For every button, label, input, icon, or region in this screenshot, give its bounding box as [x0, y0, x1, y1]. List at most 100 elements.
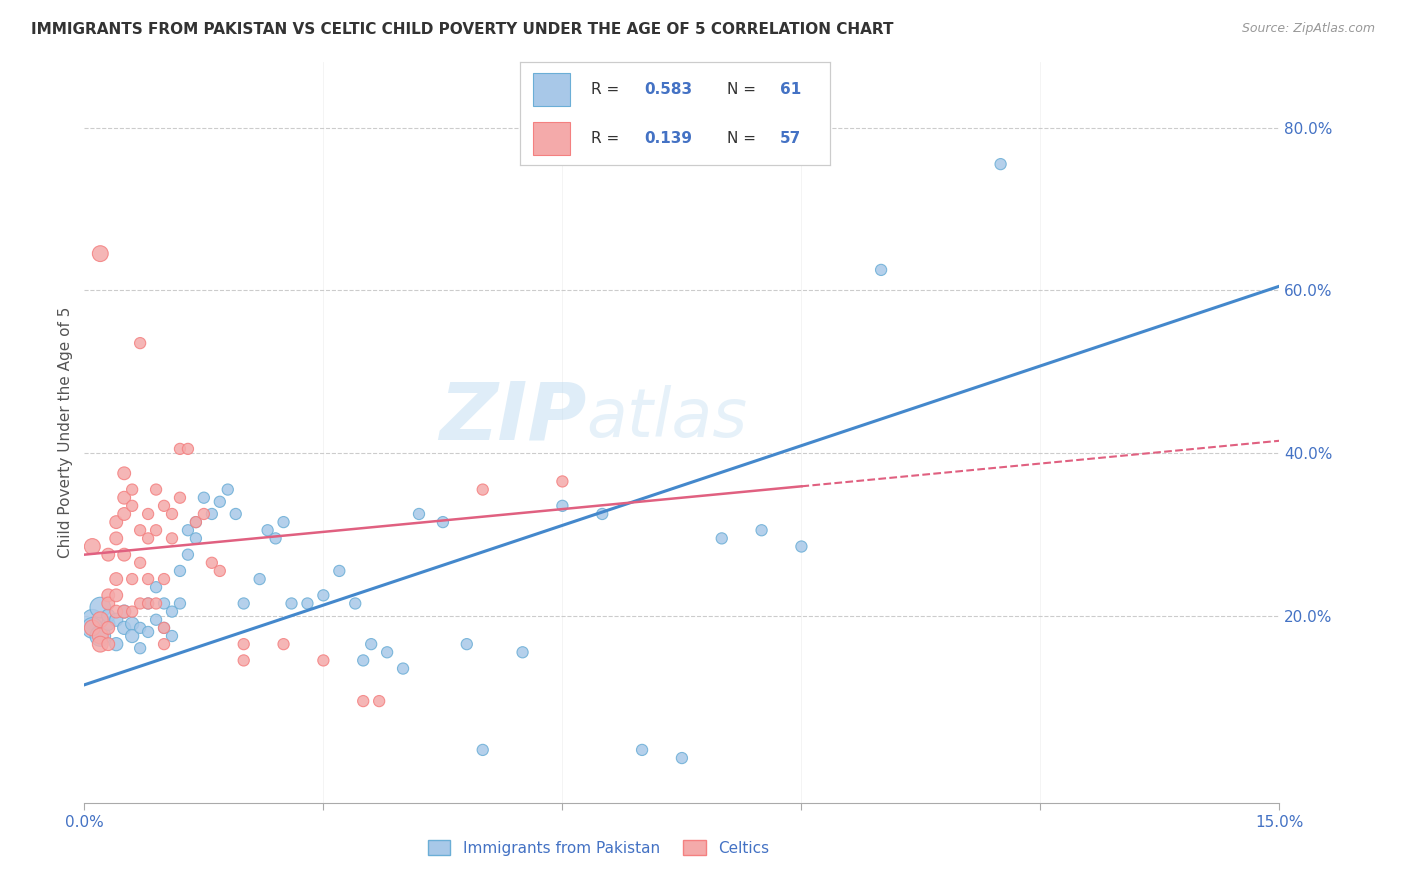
Point [89, 629, 111, 643]
Point [121, 483, 143, 497]
Point [193, 491, 215, 505]
Point [145, 580, 167, 594]
Text: 0.583: 0.583 [644, 81, 692, 96]
Point [136, 507, 159, 521]
Point [121, 605, 143, 619]
Point [97, 597, 120, 611]
Point [631, 743, 654, 757]
Point [105, 572, 128, 586]
Point [456, 637, 478, 651]
Point [112, 491, 135, 505]
Point [89, 246, 111, 260]
Point [184, 515, 207, 529]
Point [121, 616, 143, 631]
Point [112, 605, 135, 619]
Text: 0.139: 0.139 [644, 131, 692, 146]
Point [408, 507, 430, 521]
Text: ZIP: ZIP [439, 379, 586, 457]
Point [112, 621, 135, 635]
Point [97, 588, 120, 602]
Point [184, 532, 207, 546]
Point [105, 532, 128, 546]
Point [201, 556, 224, 570]
Point [89, 613, 111, 627]
Point [551, 499, 574, 513]
Point [112, 507, 135, 521]
Point [97, 608, 120, 623]
Point [121, 499, 143, 513]
Point [471, 743, 494, 757]
Point [169, 442, 191, 456]
Y-axis label: Child Poverty Under the Age of 5: Child Poverty Under the Age of 5 [58, 307, 73, 558]
Point [273, 515, 295, 529]
Point [136, 572, 159, 586]
Point [232, 597, 254, 611]
Point [89, 637, 111, 651]
FancyBboxPatch shape [533, 73, 569, 105]
Point [432, 515, 454, 529]
Point [264, 532, 287, 546]
Point [112, 548, 135, 562]
Point [89, 629, 111, 643]
Point [136, 597, 159, 611]
Point [751, 523, 773, 537]
Point [256, 523, 278, 537]
Point [153, 637, 176, 651]
Point [169, 564, 191, 578]
Point [153, 499, 176, 513]
Point [217, 483, 239, 497]
Text: R =: R = [592, 131, 624, 146]
Text: atlas: atlas [586, 384, 748, 450]
Point [990, 157, 1012, 171]
Point [105, 605, 128, 619]
Point [145, 523, 167, 537]
Point [153, 597, 176, 611]
Point [82, 621, 104, 635]
Point [297, 597, 319, 611]
Point [89, 600, 111, 615]
Point [145, 483, 167, 497]
Point [671, 751, 693, 765]
Point [312, 588, 335, 602]
Point [249, 572, 271, 586]
Point [312, 653, 335, 667]
Point [97, 621, 120, 635]
Text: Source: ZipAtlas.com: Source: ZipAtlas.com [1241, 22, 1375, 36]
Point [169, 491, 191, 505]
Text: R =: R = [592, 81, 624, 96]
Point [129, 641, 152, 656]
Point [129, 336, 152, 351]
Point [471, 483, 494, 497]
Point [232, 653, 254, 667]
Point [177, 548, 200, 562]
Point [160, 532, 183, 546]
Text: N =: N = [727, 81, 761, 96]
Point [551, 475, 574, 489]
Point [790, 540, 813, 554]
Legend: Immigrants from Pakistan, Celtics: Immigrants from Pakistan, Celtics [422, 834, 775, 862]
Point [153, 621, 176, 635]
Point [360, 637, 382, 651]
Point [129, 597, 152, 611]
Point [105, 588, 128, 602]
Point [512, 645, 534, 659]
Point [352, 694, 374, 708]
Point [112, 605, 135, 619]
Point [153, 572, 176, 586]
Point [368, 694, 391, 708]
Point [112, 467, 135, 481]
Point [153, 621, 176, 635]
Point [225, 507, 247, 521]
Point [145, 613, 167, 627]
Point [82, 613, 104, 627]
Point [710, 532, 733, 546]
Point [375, 645, 398, 659]
Point [328, 564, 350, 578]
Point [160, 507, 183, 521]
Point [82, 540, 104, 554]
Text: IMMIGRANTS FROM PAKISTAN VS CELTIC CHILD POVERTY UNDER THE AGE OF 5 CORRELATION : IMMIGRANTS FROM PAKISTAN VS CELTIC CHILD… [31, 22, 893, 37]
Point [129, 621, 152, 635]
Point [97, 616, 120, 631]
Text: 57: 57 [780, 131, 801, 146]
Text: N =: N = [727, 131, 761, 146]
